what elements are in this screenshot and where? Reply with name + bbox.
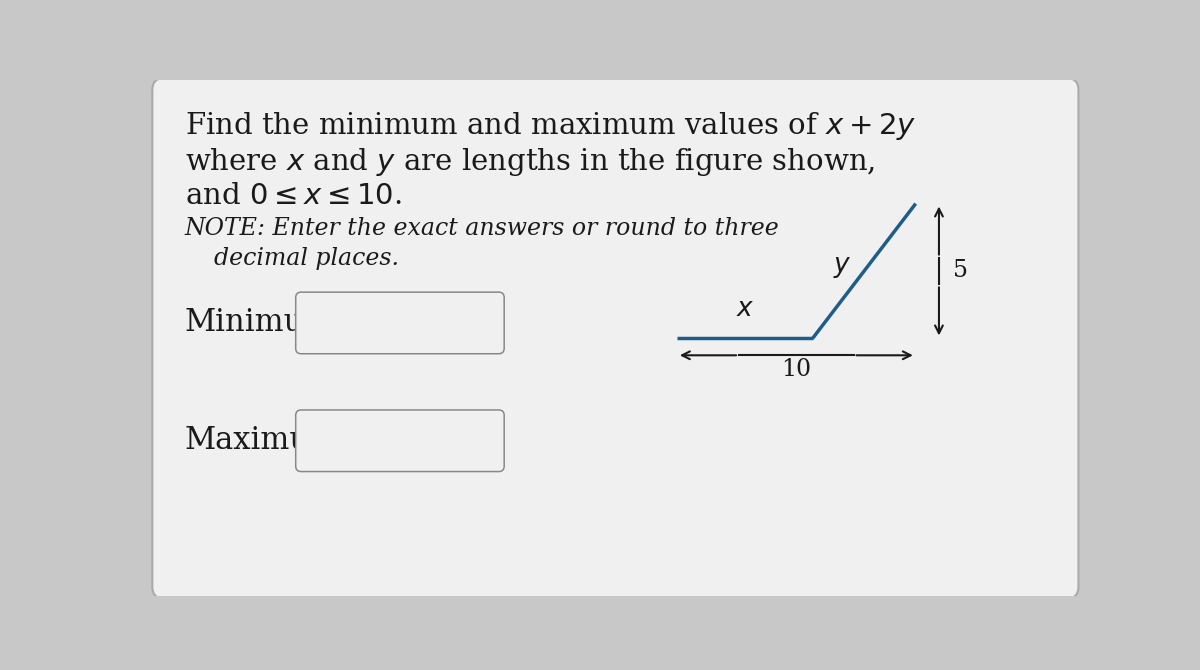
Text: decimal places.: decimal places. bbox=[214, 247, 398, 270]
FancyBboxPatch shape bbox=[295, 292, 504, 354]
Text: Minimum:: Minimum: bbox=[185, 308, 343, 338]
FancyBboxPatch shape bbox=[295, 410, 504, 472]
Text: 5: 5 bbox=[953, 259, 968, 283]
FancyBboxPatch shape bbox=[152, 78, 1079, 598]
Text: $x$: $x$ bbox=[736, 296, 754, 322]
Text: Maximum:: Maximum: bbox=[185, 425, 349, 456]
Text: where $x$ and $y$ are lengths in the figure shown,: where $x$ and $y$ are lengths in the fig… bbox=[185, 146, 875, 178]
Text: $y$: $y$ bbox=[833, 255, 852, 279]
Text: Find the minimum and maximum values of $x + 2y$: Find the minimum and maximum values of $… bbox=[185, 110, 917, 141]
Text: NOTE: Enter the exact answers or round to three: NOTE: Enter the exact answers or round t… bbox=[185, 218, 780, 241]
Text: 10: 10 bbox=[781, 358, 811, 381]
Text: and $0 \leq x \leq 10$.: and $0 \leq x \leq 10$. bbox=[185, 182, 402, 210]
